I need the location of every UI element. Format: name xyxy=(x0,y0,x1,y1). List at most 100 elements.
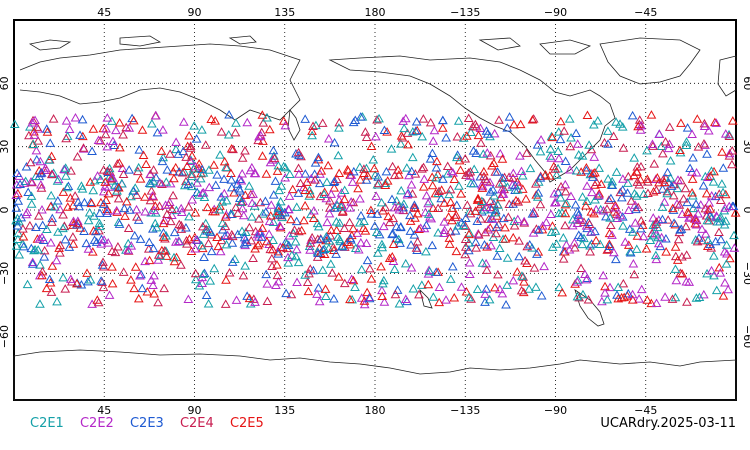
observation-marker xyxy=(261,269,272,279)
lat-tick-label: −30 xyxy=(0,262,11,285)
observation-marker xyxy=(379,297,390,306)
observation-marker xyxy=(481,202,492,212)
observation-marker xyxy=(662,188,672,198)
observation-marker xyxy=(719,219,730,229)
observation-marker xyxy=(135,271,145,280)
observation-marker xyxy=(294,169,304,178)
observation-marker xyxy=(560,247,570,256)
observation-marker xyxy=(27,259,38,268)
observation-marker xyxy=(300,270,311,279)
observation-marker xyxy=(265,157,276,167)
observation-marker xyxy=(29,127,39,136)
observation-marker xyxy=(92,171,103,180)
observation-marker xyxy=(724,129,734,139)
observation-marker xyxy=(502,280,512,289)
observation-marker xyxy=(480,289,490,298)
observation-marker xyxy=(635,223,646,233)
observation-marker xyxy=(729,243,740,252)
observation-marker xyxy=(217,218,228,227)
observation-marker xyxy=(189,121,200,130)
observation-marker xyxy=(237,153,248,162)
observation-marker xyxy=(474,202,485,211)
observation-marker xyxy=(418,114,429,123)
observation-marker xyxy=(315,191,326,201)
observation-marker xyxy=(572,207,583,216)
observation-marker xyxy=(444,189,455,199)
observation-marker xyxy=(99,235,109,244)
observation-marker xyxy=(294,150,304,160)
observation-marker xyxy=(272,260,282,269)
observation-marker xyxy=(59,164,69,174)
observation-marker xyxy=(88,124,99,133)
observation-marker xyxy=(153,250,164,259)
observation-marker xyxy=(421,246,431,256)
observation-marker xyxy=(246,212,257,221)
observation-marker xyxy=(638,231,649,241)
observation-marker xyxy=(231,295,242,304)
observation-marker xyxy=(283,258,294,267)
observation-marker xyxy=(316,166,327,175)
observation-marker xyxy=(171,137,181,146)
observation-marker xyxy=(231,118,241,127)
observation-marker xyxy=(344,217,355,227)
observation-marker xyxy=(709,117,720,127)
observation-marker xyxy=(610,200,621,210)
observation-marker xyxy=(418,182,429,191)
observation-marker xyxy=(481,284,492,293)
observation-marker xyxy=(702,215,713,225)
observation-marker xyxy=(631,166,642,176)
observation-marker xyxy=(436,185,447,194)
observation-marker xyxy=(137,125,148,134)
observation-marker xyxy=(439,228,449,237)
observation-marker xyxy=(698,180,709,190)
observation-marker xyxy=(198,168,209,177)
observation-marker xyxy=(339,223,350,233)
observation-marker xyxy=(364,293,375,303)
observation-marker xyxy=(458,133,469,142)
observation-marker xyxy=(578,289,588,299)
observation-marker xyxy=(200,140,211,149)
observation-marker xyxy=(603,139,613,148)
observation-marker xyxy=(47,217,57,226)
observation-marker xyxy=(272,166,283,175)
observation-marker xyxy=(46,151,57,160)
observation-marker xyxy=(336,188,347,197)
observation-marker xyxy=(62,202,73,211)
observation-marker xyxy=(271,280,281,289)
observation-marker xyxy=(284,191,295,200)
observation-marker xyxy=(70,112,81,122)
observation-marker xyxy=(64,242,75,251)
observation-marker xyxy=(352,228,363,237)
lat-tick-label: 60 xyxy=(0,76,11,90)
observation-marker xyxy=(149,288,160,298)
observation-marker xyxy=(181,235,192,245)
observation-marker xyxy=(246,235,257,245)
observation-marker xyxy=(227,231,238,241)
observation-marker xyxy=(617,212,628,221)
observation-marker xyxy=(371,227,382,237)
observation-marker xyxy=(692,114,703,123)
observation-marker xyxy=(663,143,674,153)
observation-marker xyxy=(130,262,141,271)
observation-marker xyxy=(443,212,454,221)
observation-marker xyxy=(407,152,418,162)
observation-marker xyxy=(391,233,402,243)
observation-marker xyxy=(651,254,662,264)
observation-marker xyxy=(409,202,419,212)
observation-marker xyxy=(650,174,661,184)
observation-marker xyxy=(94,218,105,227)
observation-marker xyxy=(133,162,144,172)
observation-marker xyxy=(672,199,682,208)
lat-tick-label: 30 xyxy=(741,140,750,154)
observation-marker xyxy=(721,259,732,268)
observation-marker xyxy=(508,168,519,177)
observation-marker xyxy=(26,199,37,208)
observation-marker xyxy=(226,175,237,184)
observation-marker xyxy=(196,168,206,178)
observation-marker xyxy=(569,237,580,247)
observation-marker xyxy=(199,192,210,201)
observation-marker xyxy=(641,244,652,253)
lat-tick-label: −30 xyxy=(741,262,750,285)
observation-marker xyxy=(535,173,546,182)
lat-tick-label: −60 xyxy=(741,325,750,348)
